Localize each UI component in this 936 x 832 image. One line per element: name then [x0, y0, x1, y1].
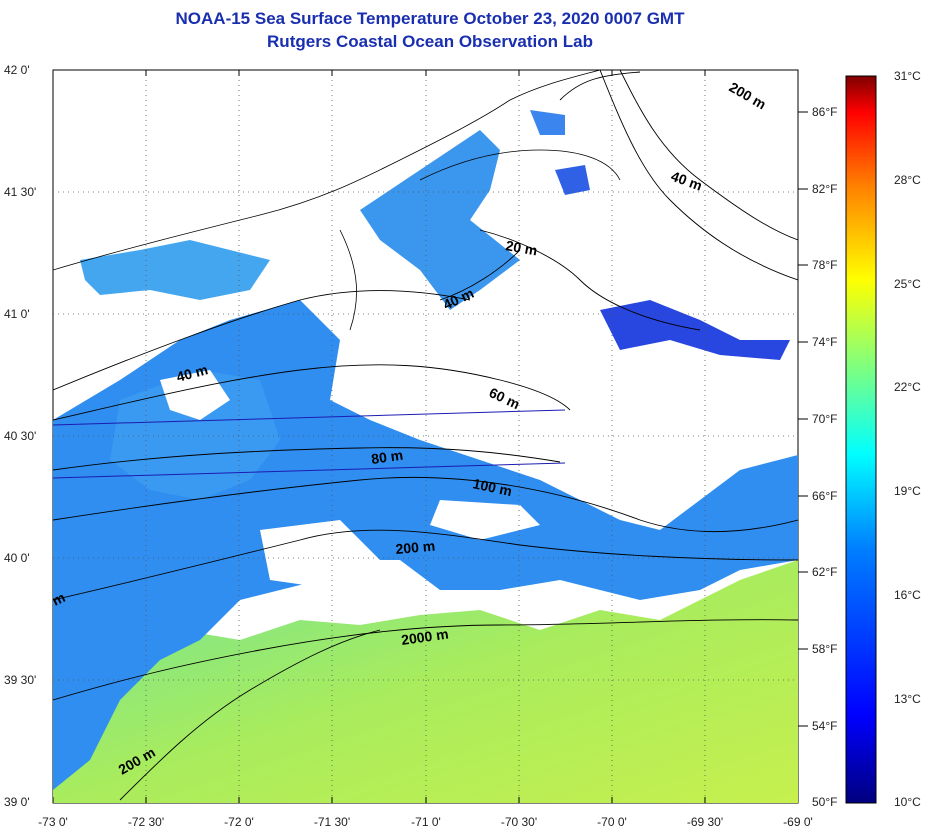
transect-line [53, 409, 566, 426]
lon-label: -69 0' [783, 815, 813, 829]
lon-label: -71 0' [411, 815, 441, 829]
lon-label: -70 30' [501, 815, 537, 829]
sst-field: 200 m 40 m 20 m 40 m 40 m 60 m 80 m 100 … [53, 70, 798, 803]
cloud-gap [430, 500, 540, 540]
celsius-label: 10°C [894, 795, 921, 809]
graticule [53, 70, 798, 803]
fahrenheit-label: 86°F [812, 105, 837, 119]
map-title: NOAA-15 Sea Surface Temperature October … [175, 9, 685, 28]
lon-label: -73 0' [38, 815, 68, 829]
lat-label: 41 30' [4, 185, 36, 199]
celsius-label: 25°C [894, 277, 921, 291]
lat-label: 40 0' [4, 551, 30, 565]
celsius-label: 16°C [894, 588, 921, 602]
cloud-gap [160, 370, 230, 420]
longisland-water-region [80, 240, 270, 300]
frame-ticks [52, 70, 808, 803]
water-patch [555, 165, 590, 195]
cloud-gap [260, 520, 380, 590]
fahrenheit-label: 50°F [812, 795, 837, 809]
depth-label: 2000 m [400, 626, 449, 648]
lat-label: 39 0' [4, 795, 30, 809]
depth-label: 20 m [504, 237, 538, 258]
fahrenheit-label: 70°F [812, 412, 837, 426]
lat-label: 42 0' [4, 63, 30, 77]
celsius-label: 19°C [894, 484, 921, 498]
fahrenheit-label: 74°F [812, 335, 837, 349]
celsius-label: 31°C [894, 69, 921, 83]
lon-label: -71 30' [314, 815, 350, 829]
lon-label: -70 0' [597, 815, 627, 829]
depth-label: 80 m [370, 447, 404, 467]
lon-label: -72 30' [128, 815, 164, 829]
fahrenheit-label: 58°F [812, 642, 837, 656]
coastline [53, 70, 621, 331]
celsius-label: 28°C [894, 173, 921, 187]
transect-line [53, 462, 566, 479]
gom-water-patch [600, 300, 790, 360]
shelf-water-patch [110, 370, 280, 500]
lon-label: -69 30' [687, 815, 723, 829]
water-patch [530, 110, 565, 135]
celsius-label: 13°C [894, 692, 921, 706]
map-subtitle: Rutgers Coastal Ocean Observation Lab [267, 32, 593, 51]
celsius-label: 22°C [894, 380, 921, 394]
fahrenheit-label: 54°F [812, 719, 837, 733]
fahrenheit-label: 66°F [812, 489, 837, 503]
temperature-colorbar [845, 75, 877, 804]
fahrenheit-label: 82°F [812, 182, 837, 196]
lon-label: -72 0' [224, 815, 254, 829]
depth-label: 40 m [175, 361, 210, 385]
lat-label: 40 30' [4, 429, 36, 443]
sound-water-region [360, 130, 520, 310]
fahrenheit-label: 62°F [812, 565, 837, 579]
depth-label: 200 m [395, 538, 436, 557]
fahrenheit-label: 78°F [812, 258, 837, 272]
depth-contours [53, 70, 798, 801]
lat-label: 39 30' [4, 673, 36, 687]
lat-label: 41 0' [4, 307, 30, 321]
